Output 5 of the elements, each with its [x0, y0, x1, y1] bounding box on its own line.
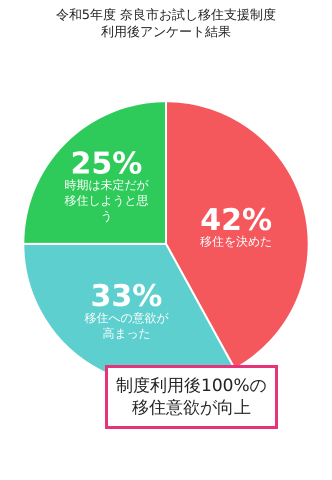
text: 制度利用後100%の移住意欲が向上	[116, 376, 267, 418]
slice-label: 移住を決めた	[200, 234, 272, 249]
chart-title: 令和5年度 奈良市お試し移住支援制度利用後アンケート結果	[56, 7, 276, 40]
slice-label: 移住への意欲が高まった	[84, 310, 170, 340]
slice-label: 時期は未定だが移住しようと思う	[64, 178, 150, 224]
